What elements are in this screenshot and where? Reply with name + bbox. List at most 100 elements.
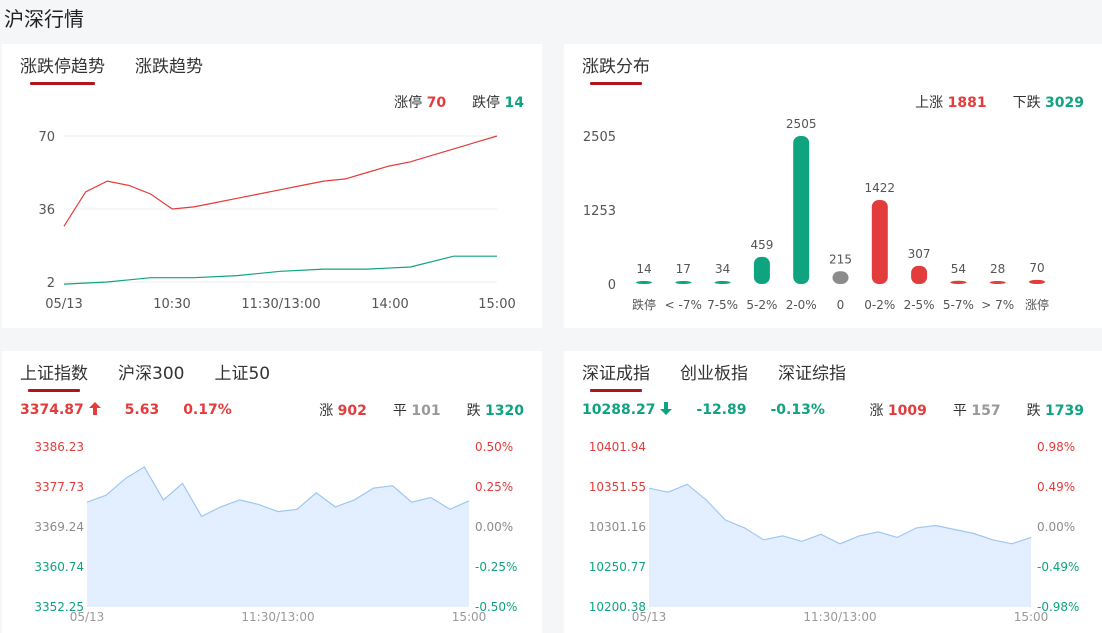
- sh-down-count: 跌 1320: [467, 400, 524, 420]
- bar-value-label: 459: [750, 238, 773, 252]
- y-tick-label-right: 0.25%: [475, 480, 513, 494]
- sz-change-pct: -0.13%: [770, 402, 825, 418]
- sz-flat-count: 平 157: [953, 400, 1001, 420]
- sh-flat-value: 101: [411, 403, 441, 419]
- sh-change: 5.63: [124, 402, 160, 418]
- limit-down-label: 跌停: [472, 95, 501, 111]
- x-tick-label: 15:00: [478, 297, 515, 312]
- tab-distribution[interactable]: 涨跌分布: [582, 52, 650, 85]
- bar[interactable]: [636, 281, 652, 284]
- distribution-chart: 2505 1253 0 14 跌停 17 < -7% 34 7-5% 459 5-2% 2505 2-0…: [583, 117, 1049, 312]
- sh-index-tabs: 上证指数 沪深300 上证50: [20, 359, 300, 392]
- sz-flat-value: 157: [971, 403, 1001, 419]
- limit-up-value: 70: [426, 95, 447, 111]
- y-tick-label: 0: [608, 278, 616, 293]
- bar-value-label: 14: [636, 262, 651, 276]
- bar-value-label: 215: [829, 252, 852, 266]
- x-tick-label: 11:30/13:00: [241, 297, 320, 312]
- y-tick-label: 1253: [583, 204, 616, 219]
- tab-szse-composite[interactable]: 深证综指: [778, 364, 846, 384]
- limit-trend-panel: 涨跌停趋势 涨跌趋势 涨停 70 跌停 14 70 36 2 05/13 10:30 11…: [2, 44, 542, 328]
- page-title: 沪深行情: [4, 7, 84, 31]
- bar[interactable]: [1029, 279, 1045, 284]
- sz-breadth: 涨 1009 平 157 跌 1739: [869, 400, 1084, 420]
- x-tick-label: 0-2%: [864, 298, 895, 312]
- sh-down-value: 1320: [485, 403, 524, 419]
- sz-down-value: 1739: [1045, 403, 1084, 419]
- x-tick-label: 5-2%: [746, 298, 777, 312]
- sz-quote: 10288.27 -12.89 -0.13%: [582, 400, 825, 420]
- x-tick-label: 11:30/13:00: [803, 610, 876, 624]
- price-line: [648, 483, 1032, 545]
- bar-value-label: 54: [951, 262, 966, 276]
- bar-value-label: 28: [990, 262, 1005, 276]
- sz-up-label: 涨: [869, 403, 884, 419]
- sz-up-value: 1009: [887, 403, 927, 419]
- x-tick-label: 11:30/13:00: [241, 610, 314, 624]
- bar[interactable]: [911, 265, 928, 284]
- y-tick-label: 36: [38, 203, 55, 218]
- y-tick-label-left: 10401.94: [589, 440, 646, 454]
- sh-price-value: 3374.87: [20, 402, 84, 418]
- y-tick-label-right: 0.50%: [475, 440, 513, 454]
- bar[interactable]: [950, 280, 967, 284]
- x-tick-label: 2-5%: [904, 298, 935, 312]
- sz-quote-row: 10288.27 -12.89 -0.13% 涨 1009 平 157 跌 17…: [582, 400, 1084, 420]
- price-line: [86, 466, 470, 518]
- sh-up-count: 涨 902: [319, 400, 367, 420]
- rise-label: 上涨: [915, 95, 944, 111]
- tab-sse50[interactable]: 上证50: [214, 364, 271, 384]
- bar[interactable]: [871, 199, 888, 284]
- limit-down-line: [63, 255, 497, 285]
- bar[interactable]: [675, 281, 692, 284]
- x-tick-label: 2-0%: [786, 298, 817, 312]
- tab-sse-composite[interactable]: 上证指数: [20, 359, 88, 392]
- bar[interactable]: [793, 136, 810, 284]
- tab-szse-component[interactable]: 深证成指: [582, 359, 650, 392]
- arrow-up-icon: [88, 402, 101, 415]
- y-tick-label-left: 10301.16: [589, 520, 646, 534]
- bar-value-label: 17: [676, 262, 691, 276]
- y-tick-label-right: -0.25%: [475, 560, 517, 574]
- x-tick-label: 05/13: [45, 297, 82, 312]
- sh-price: 3374.87: [20, 402, 101, 418]
- rise-stat: 上涨 1881: [915, 92, 986, 112]
- sz-up-count: 涨 1009: [869, 400, 926, 420]
- y-tick-label-left: 3386.23: [34, 440, 84, 454]
- bar-value-label: 1422: [865, 181, 896, 195]
- sh-up-label: 涨: [319, 403, 334, 419]
- x-tick-label: 05/13: [632, 610, 667, 624]
- tab-csi300[interactable]: 沪深300: [118, 364, 185, 384]
- y-tick-label-right: -0.50%: [475, 600, 517, 614]
- price-area: [649, 484, 1031, 607]
- sz-index-panel: 深证成指 创业板指 深证综指 10288.27 -12.89 -0.13% 涨 …: [564, 351, 1102, 633]
- sh-quote-row: 3374.87 5.63 0.17% 涨 902 平 101 跌 1320: [20, 400, 524, 420]
- bar-value-label: 2505: [786, 117, 817, 131]
- bar[interactable]: [753, 256, 770, 284]
- x-tick-label: 0: [837, 298, 845, 312]
- y-tick-label-left: 3369.24: [34, 520, 84, 534]
- tab-chinext[interactable]: 创业板指: [680, 364, 748, 384]
- y-tick-label-left: 3360.74: [34, 560, 84, 574]
- x-tick-label: 15:00: [1014, 610, 1049, 624]
- sz-price: 10288.27: [582, 402, 673, 418]
- x-tick-label: 14:00: [371, 297, 408, 312]
- bar[interactable]: [714, 281, 731, 284]
- y-tick-label-left: 10200.38: [589, 600, 646, 614]
- sh-flat-count: 平 101: [393, 400, 441, 420]
- tab-limit-trend[interactable]: 涨跌停趋势: [20, 52, 105, 85]
- bar[interactable]: [832, 271, 849, 284]
- price-area: [87, 466, 469, 607]
- tab-updown-trend[interactable]: 涨跌趋势: [135, 57, 203, 77]
- y-tick-label-right: 0.49%: [1037, 480, 1075, 494]
- y-tick-label: 2: [47, 276, 55, 291]
- limit-trend-chart: 70 36 2 05/13 10:30 11:30/13:00 14:00 15:00: [38, 130, 515, 312]
- x-tick-label: 跌停: [632, 297, 656, 312]
- bar[interactable]: [989, 281, 1006, 284]
- limit-up-label: 涨停: [394, 95, 423, 111]
- sz-change: -12.89: [696, 402, 747, 418]
- distribution-panel: 涨跌分布 上涨 1881 下跌 3029 2505 1253 0 14 跌停 17 < -7…: [564, 44, 1102, 328]
- x-tick-label: < -7%: [665, 298, 702, 312]
- y-tick-label-right: -0.49%: [1037, 560, 1079, 574]
- limit-down-value: 14: [504, 95, 524, 111]
